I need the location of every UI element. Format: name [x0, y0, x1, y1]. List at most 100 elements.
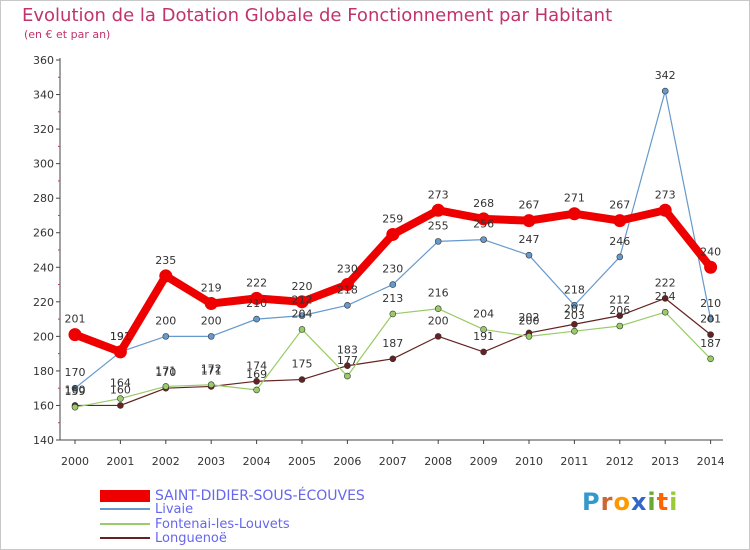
data-label-saint-didier: 220: [292, 280, 313, 293]
data-label-livaie: 212: [292, 294, 313, 307]
legend-item-saint-didier[interactable]: SAINT-DIDIER-SOUS-ÉCOUVES: [100, 488, 365, 504]
logo-letter: i: [669, 488, 679, 516]
data-label-saint-didier: 191: [110, 330, 131, 343]
x-tick-label: 2000: [61, 455, 89, 468]
logo-letter: i: [647, 488, 657, 516]
logo-letter: o: [613, 488, 631, 516]
legend-item-longuenoe[interactable]: Longuenoë: [100, 531, 227, 546]
data-point-fontenai: [525, 333, 533, 340]
logo-letter: r: [600, 488, 614, 516]
x-tick-label: 2006: [333, 455, 361, 468]
data-label-saint-didier: 271: [564, 192, 585, 205]
legend-item-livaie[interactable]: Livaie: [100, 501, 194, 517]
data-point-longuenoe: [616, 312, 624, 319]
data-point-fontenai: [434, 305, 442, 313]
data-label-fontenai: 172: [201, 363, 222, 376]
data-point-saint-didier: [204, 297, 218, 311]
x-tick-label: 2008: [424, 455, 452, 468]
y-tick-label: 240: [33, 261, 54, 274]
x-tick-label: 2012: [606, 455, 634, 468]
data-label-saint-didier: 267: [609, 199, 630, 212]
data-label-saint-didier: 273: [655, 188, 676, 201]
data-label-livaie: 230: [382, 263, 403, 276]
data-label-livaie: 200: [155, 314, 176, 327]
data-label-livaie: 191: [110, 330, 131, 343]
data-point-fontenai: [298, 326, 306, 333]
x-tick-label: 2005: [288, 455, 316, 468]
data-point-livaie: [344, 301, 351, 309]
data-point-longuenoe: [117, 402, 124, 409]
data-point-livaie: [525, 251, 533, 259]
data-point-longuenoe: [434, 333, 442, 340]
legend-label-livaie: Livaie: [155, 501, 194, 517]
data-label-longuenoe: 175: [292, 358, 313, 371]
data-label-livaie: 200: [201, 314, 222, 327]
data-label-saint-didier: 219: [201, 282, 222, 295]
data-label-fontenai: 204: [292, 307, 313, 320]
data-label-livaie: 342: [655, 69, 676, 82]
data-label-saint-didier: 240: [700, 245, 721, 258]
data-label-fontenai: 169: [246, 368, 267, 381]
data-point-fontenai: [707, 355, 714, 363]
data-label-fontenai: 206: [609, 304, 630, 317]
y-tick-label: 200: [33, 330, 54, 343]
y-tick-label: 160: [33, 399, 54, 412]
data-point-livaie: [162, 333, 170, 340]
data-point-saint-didier: [431, 203, 445, 217]
y-tick-label: 220: [33, 296, 54, 309]
data-label-livaie: 218: [564, 283, 585, 296]
data-label-livaie: 246: [609, 235, 630, 248]
data-point-saint-didier: [340, 278, 354, 292]
data-point-saint-didier: [159, 269, 173, 283]
data-label-fontenai: 159: [65, 385, 86, 398]
data-point-longuenoe: [253, 377, 260, 385]
data-point-saint-didier: [477, 212, 491, 226]
data-label-livaie: 256: [473, 218, 494, 231]
data-point-longuenoe: [571, 320, 578, 328]
legend-label-saint-didier: SAINT-DIDIER-SOUS-ÉCOUVES: [155, 488, 365, 504]
logo-letter: t: [656, 488, 670, 516]
data-label-fontenai: 187: [700, 337, 721, 350]
y-tick-label: 320: [33, 123, 54, 136]
data-label-longuenoe: 202: [519, 311, 540, 324]
data-point-longuenoe: [389, 355, 397, 363]
data-point-fontenai: [344, 372, 351, 380]
data-point-livaie: [71, 384, 79, 392]
data-point-saint-didier: [613, 214, 627, 228]
data-point-livaie: [389, 281, 397, 288]
y-tick-label: 140: [33, 434, 54, 447]
data-label-fontenai: 213: [382, 292, 403, 305]
data-label-saint-didier: 235: [155, 254, 176, 267]
data-label-saint-didier: 222: [246, 276, 267, 289]
data-point-saint-didier: [522, 214, 536, 228]
data-label-fontenai: 204: [473, 307, 494, 320]
data-point-fontenai: [253, 386, 260, 394]
data-label-fontenai: 216: [428, 287, 449, 300]
data-label-saint-didier: 267: [519, 199, 540, 212]
x-tick-label: 2007: [379, 455, 407, 468]
data-label-fontenai: 214: [655, 290, 676, 303]
data-label-saint-didier: 268: [473, 197, 494, 210]
data-point-longuenoe: [480, 348, 487, 356]
logo-letter: x: [630, 488, 648, 516]
legend-swatch-saint-didier: [100, 490, 150, 502]
legend-swatch-livaie: [100, 508, 150, 510]
data-point-fontenai: [71, 403, 79, 411]
data-point-fontenai: [162, 383, 170, 390]
data-label-longuenoe: 207: [564, 302, 585, 315]
data-label-fontenai: 171: [155, 364, 176, 377]
x-tick-label: 2009: [470, 455, 498, 468]
data-point-livaie: [707, 315, 714, 323]
legend-item-fontenai[interactable]: Fontenai-les-Louvets: [100, 517, 290, 532]
data-point-saint-didier: [386, 227, 400, 241]
x-tick-label: 2011: [560, 455, 588, 468]
data-label-longuenoe: 160: [110, 383, 131, 396]
data-label-longuenoe: 222: [655, 276, 676, 289]
data-point-fontenai: [389, 310, 397, 318]
chart-subtitle: (en € et par an): [24, 28, 111, 41]
x-tick-label: 2013: [651, 455, 679, 468]
x-tick-label: 2010: [515, 455, 543, 468]
legend-swatch-longuenoe: [100, 537, 150, 539]
y-tick-label: 260: [33, 227, 54, 240]
